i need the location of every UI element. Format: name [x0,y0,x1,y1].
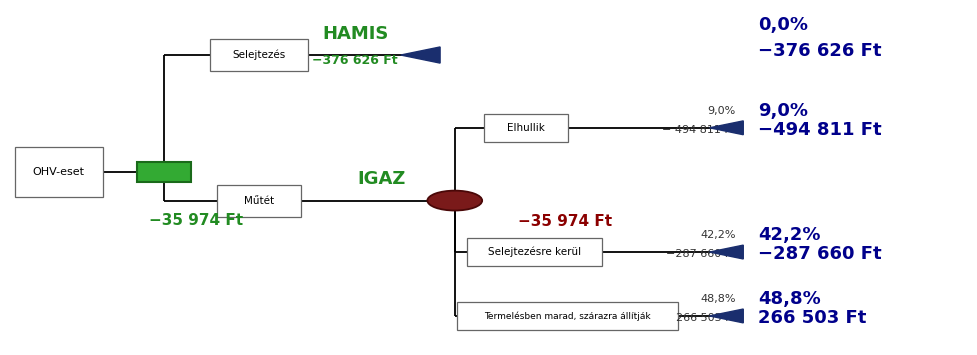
Text: Selejtezés: Selejtezés [233,50,285,60]
Text: 9,0%: 9,0% [706,106,735,116]
Text: 42,2%: 42,2% [757,226,820,244]
Text: Műtét: Műtét [244,196,274,206]
Text: −376 626 Ft: −376 626 Ft [757,43,880,60]
Polygon shape [709,121,743,135]
Text: −376 626 Ft: −376 626 Ft [312,54,398,67]
FancyBboxPatch shape [456,302,677,330]
Text: 0,0%: 0,0% [757,16,807,34]
FancyBboxPatch shape [484,114,568,142]
Circle shape [427,191,482,211]
FancyBboxPatch shape [467,238,602,266]
Text: −287 660 Ft: −287 660 Ft [665,249,735,259]
Text: − 494 811 Ft: − 494 811 Ft [661,125,735,135]
Text: −287 660 Ft: −287 660 Ft [757,245,880,263]
Text: IGAZ: IGAZ [358,170,405,187]
Text: OHV-eset: OHV-eset [32,167,85,177]
Polygon shape [401,47,440,63]
Polygon shape [709,309,743,323]
FancyBboxPatch shape [217,185,301,217]
Text: 48,8%: 48,8% [757,290,820,308]
Text: 9,0%: 9,0% [757,102,807,120]
Text: −494 811 Ft: −494 811 Ft [757,121,880,138]
Text: −35 974 Ft: −35 974 Ft [518,214,612,229]
Text: Termelésben marad, szárazra állítják: Termelésben marad, szárazra állítják [484,311,650,321]
Text: Selejtezésre kerül: Selejtezésre kerül [488,247,581,257]
Text: HAMIS: HAMIS [322,25,389,43]
FancyBboxPatch shape [210,39,308,71]
Text: −35 974 Ft: −35 974 Ft [149,213,242,228]
Text: Elhullik: Elhullik [507,123,544,133]
Text: 266 503 Ft: 266 503 Ft [757,309,866,327]
Text: 42,2%: 42,2% [700,230,735,240]
FancyBboxPatch shape [137,162,191,182]
Text: 266 503 Ft: 266 503 Ft [675,313,735,323]
FancyBboxPatch shape [15,147,103,197]
Text: 48,8%: 48,8% [700,294,735,304]
Polygon shape [709,245,743,259]
